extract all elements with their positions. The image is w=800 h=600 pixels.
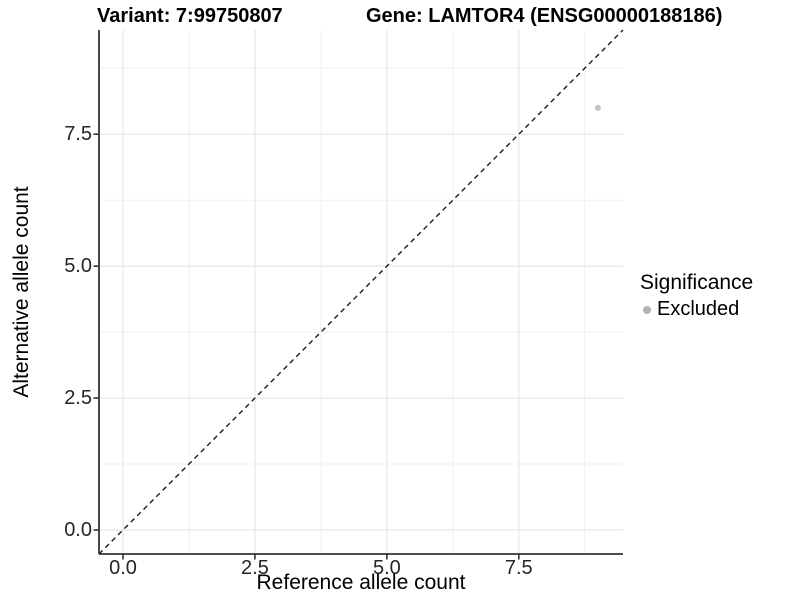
y-tick-label: 2.5 <box>64 387 92 410</box>
y-tick-label: 5.0 <box>64 255 92 278</box>
x-tick-label: 0.0 <box>109 557 137 579</box>
data-point <box>594 104 601 111</box>
x-tick-label: 7.5 <box>504 557 533 579</box>
y-axis-title: Alternative allele count <box>10 186 33 398</box>
plot-panel <box>93 29 624 560</box>
legend: Significance Excluded <box>638 271 753 321</box>
legend-item: Excluded <box>638 298 753 321</box>
legend-item-label: Excluded <box>657 298 740 320</box>
plot-title-variant: Variant: 7:99750807 <box>97 5 283 27</box>
legend-title: Significance <box>640 271 754 294</box>
x-axis-title: Reference allele count <box>256 571 466 594</box>
identity-line <box>98 29 624 555</box>
legend-point-icon <box>643 305 651 314</box>
x-tick-label: 2.5 <box>241 557 269 579</box>
legend-items: Excluded <box>638 298 753 321</box>
y-tick-label: 7.5 <box>64 123 92 146</box>
plot-title-gene: Gene: LAMTOR4 (ENSG00000188186) <box>366 5 723 27</box>
y-tick-label: 0.0 <box>64 519 92 541</box>
x-tick-label: 5.0 <box>372 557 401 579</box>
